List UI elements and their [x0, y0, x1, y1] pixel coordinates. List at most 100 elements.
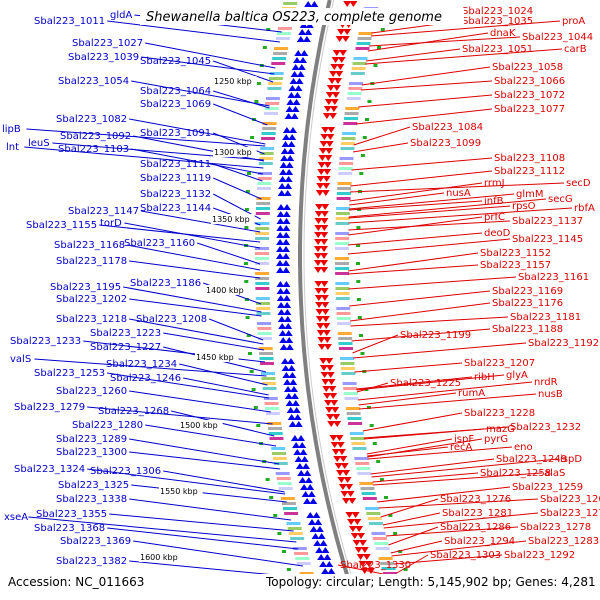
gene-label-reverse[interactable]: Sbal223_1108	[494, 153, 565, 164]
gene-label-reverse[interactable]: Sbal223_1077	[494, 104, 565, 115]
gene-label-forward[interactable]: leuS	[28, 138, 50, 149]
gene-label-reverse[interactable]: ribH	[474, 372, 495, 383]
gene-label-reverse[interactable]: mazG	[486, 424, 515, 435]
gene-label-forward[interactable]: Sbal223_1045	[140, 56, 211, 67]
gene-label-forward[interactable]: valS	[10, 354, 31, 365]
gene-label-reverse[interactable]: Sbal223_1228	[464, 408, 535, 419]
gene-label-reverse[interactable]: Sbal223_1188	[492, 324, 563, 335]
gene-label-forward[interactable]: Sbal223_1280	[72, 420, 143, 431]
gene-label-forward[interactable]: Sbal223_1064	[140, 86, 211, 97]
gene-label-forward[interactable]: Sbal223_1147	[68, 206, 139, 217]
gene-label-reverse[interactable]: rpsO	[512, 201, 536, 212]
gene-label-forward[interactable]: Sbal223_1300	[56, 447, 127, 458]
gene-label-reverse[interactable]: Sbal223_1199	[400, 330, 471, 341]
gene-label-forward[interactable]: Sbal223_1208	[136, 314, 207, 325]
gene-label-forward[interactable]: Sbal223_1246	[110, 373, 181, 384]
gene-label-reverse[interactable]: secD	[566, 178, 591, 189]
gene-label-reverse[interactable]: Sbal223_1035	[462, 16, 533, 27]
gene-label-forward[interactable]: Sbal223_1195	[50, 282, 121, 293]
gene-label-forward[interactable]: Sbal223_1091	[140, 128, 211, 139]
gene-label-forward[interactable]: Sbal223_1338	[56, 494, 127, 505]
gene-label-forward[interactable]: Sbal223_1260	[56, 386, 127, 397]
gene-label-reverse[interactable]: pyrG	[484, 434, 508, 445]
gene-label-reverse[interactable]: nrdR	[534, 377, 558, 388]
gene-label-forward[interactable]: Sbal223_1186	[130, 278, 201, 289]
gene-label-reverse[interactable]: Sbal223_1044	[522, 32, 593, 43]
gene-label-forward[interactable]: xseA	[4, 512, 28, 523]
gene-label-reverse[interactable]: Sbal223_1232	[510, 422, 581, 433]
gene-label-forward[interactable]: Sbal223_1168	[54, 240, 125, 251]
gene-label-reverse[interactable]: Sbal223_1276	[440, 494, 511, 505]
gene-label-forward[interactable]: Sbal223_1160	[124, 238, 195, 249]
gene-label-forward[interactable]: Sbal223_1082	[56, 114, 127, 125]
gene-label-forward[interactable]: Sbal223_1355	[36, 509, 107, 520]
gene-label-reverse[interactable]: dnaK	[490, 28, 516, 39]
gene-label-reverse[interactable]: rumA	[458, 388, 485, 399]
gene-label-reverse[interactable]: Sbal223_1286	[440, 522, 511, 533]
gene-label-forward[interactable]: Sbal223_1223	[90, 328, 161, 339]
gene-label-reverse[interactable]: Sbal223_1084	[412, 122, 483, 133]
gene-label-reverse[interactable]: secG	[548, 194, 573, 205]
gene-label-reverse[interactable]: nusA	[446, 188, 471, 199]
gene-label-forward[interactable]: Sbal223_1233	[10, 336, 81, 347]
gene-label-forward[interactable]: Sbal223_1382	[56, 556, 127, 567]
gene-label-forward[interactable]: Sbal223_1202	[56, 294, 127, 305]
gene-label-reverse[interactable]: Sbal223_1192	[528, 338, 599, 349]
gene-label-reverse[interactable]: Sbal223_1072	[494, 90, 565, 101]
gene-label-forward[interactable]: torD	[100, 218, 122, 229]
gene-label-forward[interactable]: Sbal223_1369	[60, 536, 131, 547]
gene-label-reverse[interactable]: Sbal223_1225	[390, 378, 461, 389]
gene-label-forward[interactable]: Sbal223_1039	[68, 52, 139, 63]
gene-label-reverse[interactable]: infB	[484, 196, 504, 207]
gene-label-forward[interactable]: Sbal223_1253	[34, 368, 105, 379]
gene-label-reverse[interactable]: Sbal223_1265	[540, 494, 600, 505]
gene-label-reverse[interactable]: deoD	[484, 228, 511, 239]
gene-label-reverse[interactable]: Sbal223_1259	[512, 482, 583, 493]
gene-label-reverse[interactable]: Sbal223_1181	[510, 312, 581, 323]
gene-label-reverse[interactable]: Sbal223_1258	[480, 468, 551, 479]
gene-label-forward[interactable]: Sbal223_1132	[140, 189, 211, 200]
gene-label-forward[interactable]: Sbal223_1234	[106, 359, 177, 370]
gene-label-forward[interactable]: lnt	[6, 142, 19, 153]
gene-label-forward[interactable]: Sbal223_1325	[58, 480, 129, 491]
gene-label-reverse[interactable]: glmM	[516, 189, 544, 200]
gene-label-reverse[interactable]: Sbal223_1058	[492, 62, 563, 73]
gene-label-reverse[interactable]: Sbal223_1271	[540, 508, 600, 519]
gene-label-forward[interactable]: Sbal223_1289	[56, 434, 127, 445]
gene-label-reverse[interactable]: glyA	[506, 370, 528, 381]
gene-label-forward[interactable]: Sbal223_1092	[60, 131, 131, 142]
gene-label-forward[interactable]: Sbal223_1227	[90, 342, 161, 353]
gene-label-reverse[interactable]: Sbal223_1051	[462, 44, 533, 55]
gene-label-forward[interactable]: Sbal223_1119	[140, 173, 211, 184]
gene-label-forward[interactable]: Sbal223_1069	[140, 99, 211, 110]
gene-label-forward[interactable]: Sbal223_1144	[140, 203, 211, 214]
gene-label-reverse[interactable]: eno	[514, 442, 533, 453]
gene-label-forward[interactable]: lipB	[2, 124, 21, 135]
gene-label-reverse[interactable]: Sbal223_1066	[494, 76, 565, 87]
gene-label-reverse[interactable]: alaS	[544, 468, 565, 479]
gene-label-reverse[interactable]: nusB	[538, 389, 563, 400]
gene-label-reverse[interactable]: rrmJ	[484, 178, 505, 189]
gene-label-reverse[interactable]: Sbal223_1292	[504, 550, 575, 561]
gene-label-reverse[interactable]: Sbal223_1169	[492, 286, 563, 297]
gene-label-reverse[interactable]: Sbal223_1294	[444, 536, 515, 547]
gene-label-forward[interactable]: Sbal223_1218	[56, 314, 127, 325]
gene-label-reverse[interactable]: ispF	[454, 434, 474, 445]
gene-label-reverse[interactable]: prfC	[484, 212, 505, 223]
gene-label-reverse[interactable]: Sbal223_1157	[480, 260, 551, 271]
gene-label-reverse[interactable]: Sbal223_1152	[480, 248, 551, 259]
gene-label-reverse[interactable]: Sbal223_1161	[518, 272, 589, 283]
gene-label-reverse[interactable]: carB	[564, 44, 587, 55]
gene-label-forward[interactable]: Sbal223_1155	[26, 220, 97, 231]
gene-label-reverse[interactable]: Sbal223_1099	[410, 138, 481, 149]
gene-label-reverse[interactable]: Sbal223_1137	[512, 216, 583, 227]
gene-label-reverse[interactable]: proA	[562, 16, 585, 27]
gene-label-reverse[interactable]: Sbal223_1278	[520, 522, 591, 533]
gene-label-forward[interactable]: Sbal223_1103	[58, 144, 129, 155]
gene-label-forward[interactable]: Sbal223_1306	[90, 466, 161, 477]
gene-label-reverse[interactable]: Sbal223_1207	[464, 358, 535, 369]
gene-label-forward[interactable]: gldA	[110, 10, 132, 21]
gene-label-forward[interactable]: Sbal223_1054	[58, 76, 129, 87]
gene-label-forward[interactable]: Sbal223_1324	[14, 464, 85, 475]
gene-label-forward[interactable]: Sbal223_1178	[56, 256, 127, 267]
